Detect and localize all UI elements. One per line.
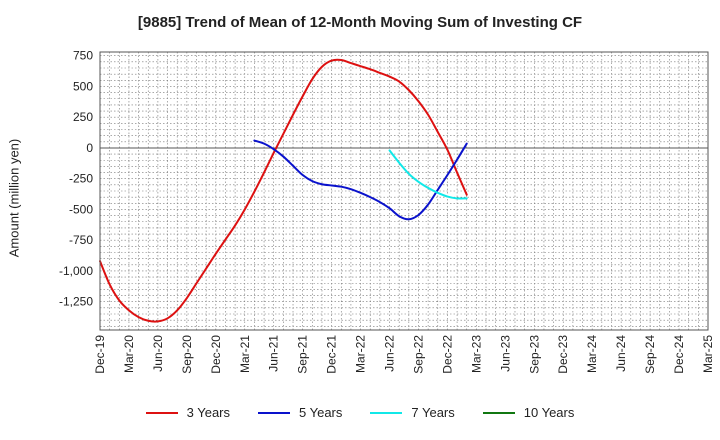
legend-label: 10 Years [523, 405, 575, 420]
x-tick-label: Dec-24 [672, 335, 686, 374]
y-tick-label: -750 [69, 233, 93, 247]
legend: 3 Years 5 Years 7 Years 10 Years [0, 405, 720, 420]
x-tick-label: Dec-22 [440, 335, 454, 374]
series-line-5-years [253, 139, 468, 221]
legend-swatch [370, 411, 403, 414]
x-tick-label: Jun-22 [383, 335, 397, 372]
legend-item: 10 Years [482, 405, 575, 420]
x-tick-label: Mar-24 [585, 335, 599, 373]
x-tick-label: Jun-23 [498, 335, 512, 372]
y-tick-label: 250 [73, 110, 93, 124]
x-tick-label: Mar-21 [238, 335, 252, 373]
legend-swatch [145, 411, 178, 414]
x-tick-label: Sep-20 [180, 335, 194, 374]
x-tick-label: Mar-22 [354, 335, 368, 373]
x-tick-label: Dec-21 [325, 335, 339, 374]
plot-frame [99, 51, 709, 331]
y-tick-label: -1,000 [59, 264, 93, 278]
x-tick-label: Sep-21 [296, 335, 310, 374]
grid-layer [100, 52, 708, 330]
series-layer [99, 58, 468, 323]
x-tick-label: Jun-24 [614, 335, 628, 372]
y-tick-labels: 750 500 250 0 -250 -500 -750 -1,000 -1,250 [59, 49, 93, 309]
legend-swatch [482, 411, 515, 414]
chart-title: [9885] Trend of Mean of 12-Month Moving … [137, 14, 583, 31]
x-tick-label: Sep-23 [527, 335, 541, 374]
x-tick-label: Jun-21 [267, 335, 281, 372]
series-line-7-years [388, 149, 468, 200]
y-tick-label: 500 [73, 79, 93, 93]
x-tick-label: Dec-20 [209, 335, 223, 374]
x-tick-label: Sep-22 [411, 335, 425, 374]
legend-item: 3 Years [145, 405, 230, 420]
y-tick-label: 750 [73, 49, 93, 63]
x-tick-label: Mar-23 [469, 335, 483, 373]
y-tick-label: 0 [86, 141, 93, 155]
legend-label: 3 Years [186, 405, 230, 420]
y-tick-label: -1,250 [59, 295, 93, 309]
x-tick-labels: Dec-19 Mar-20 Jun-20 Sep-20 Dec-20 Mar-21 Jun-… [93, 335, 715, 374]
x-tick-label: Mar-20 [122, 335, 136, 373]
x-tick-label: Dec-19 [93, 335, 107, 374]
series-line-3-years [99, 58, 468, 323]
y-tick-label: -250 [69, 172, 93, 186]
x-tick-label: Dec-23 [556, 335, 570, 374]
x-tick-label: Jun-20 [151, 335, 165, 372]
y-tick-label: -500 [69, 202, 93, 216]
legend-item: 7 Years [370, 405, 455, 420]
legend-item: 5 Years [258, 405, 342, 420]
x-tick-label: Sep-24 [643, 335, 657, 374]
legend-swatch [258, 411, 290, 414]
legend-label: 5 Years [299, 405, 343, 420]
x-tick-label: Mar-25 [701, 335, 715, 373]
legend-label: 7 Years [411, 405, 455, 420]
